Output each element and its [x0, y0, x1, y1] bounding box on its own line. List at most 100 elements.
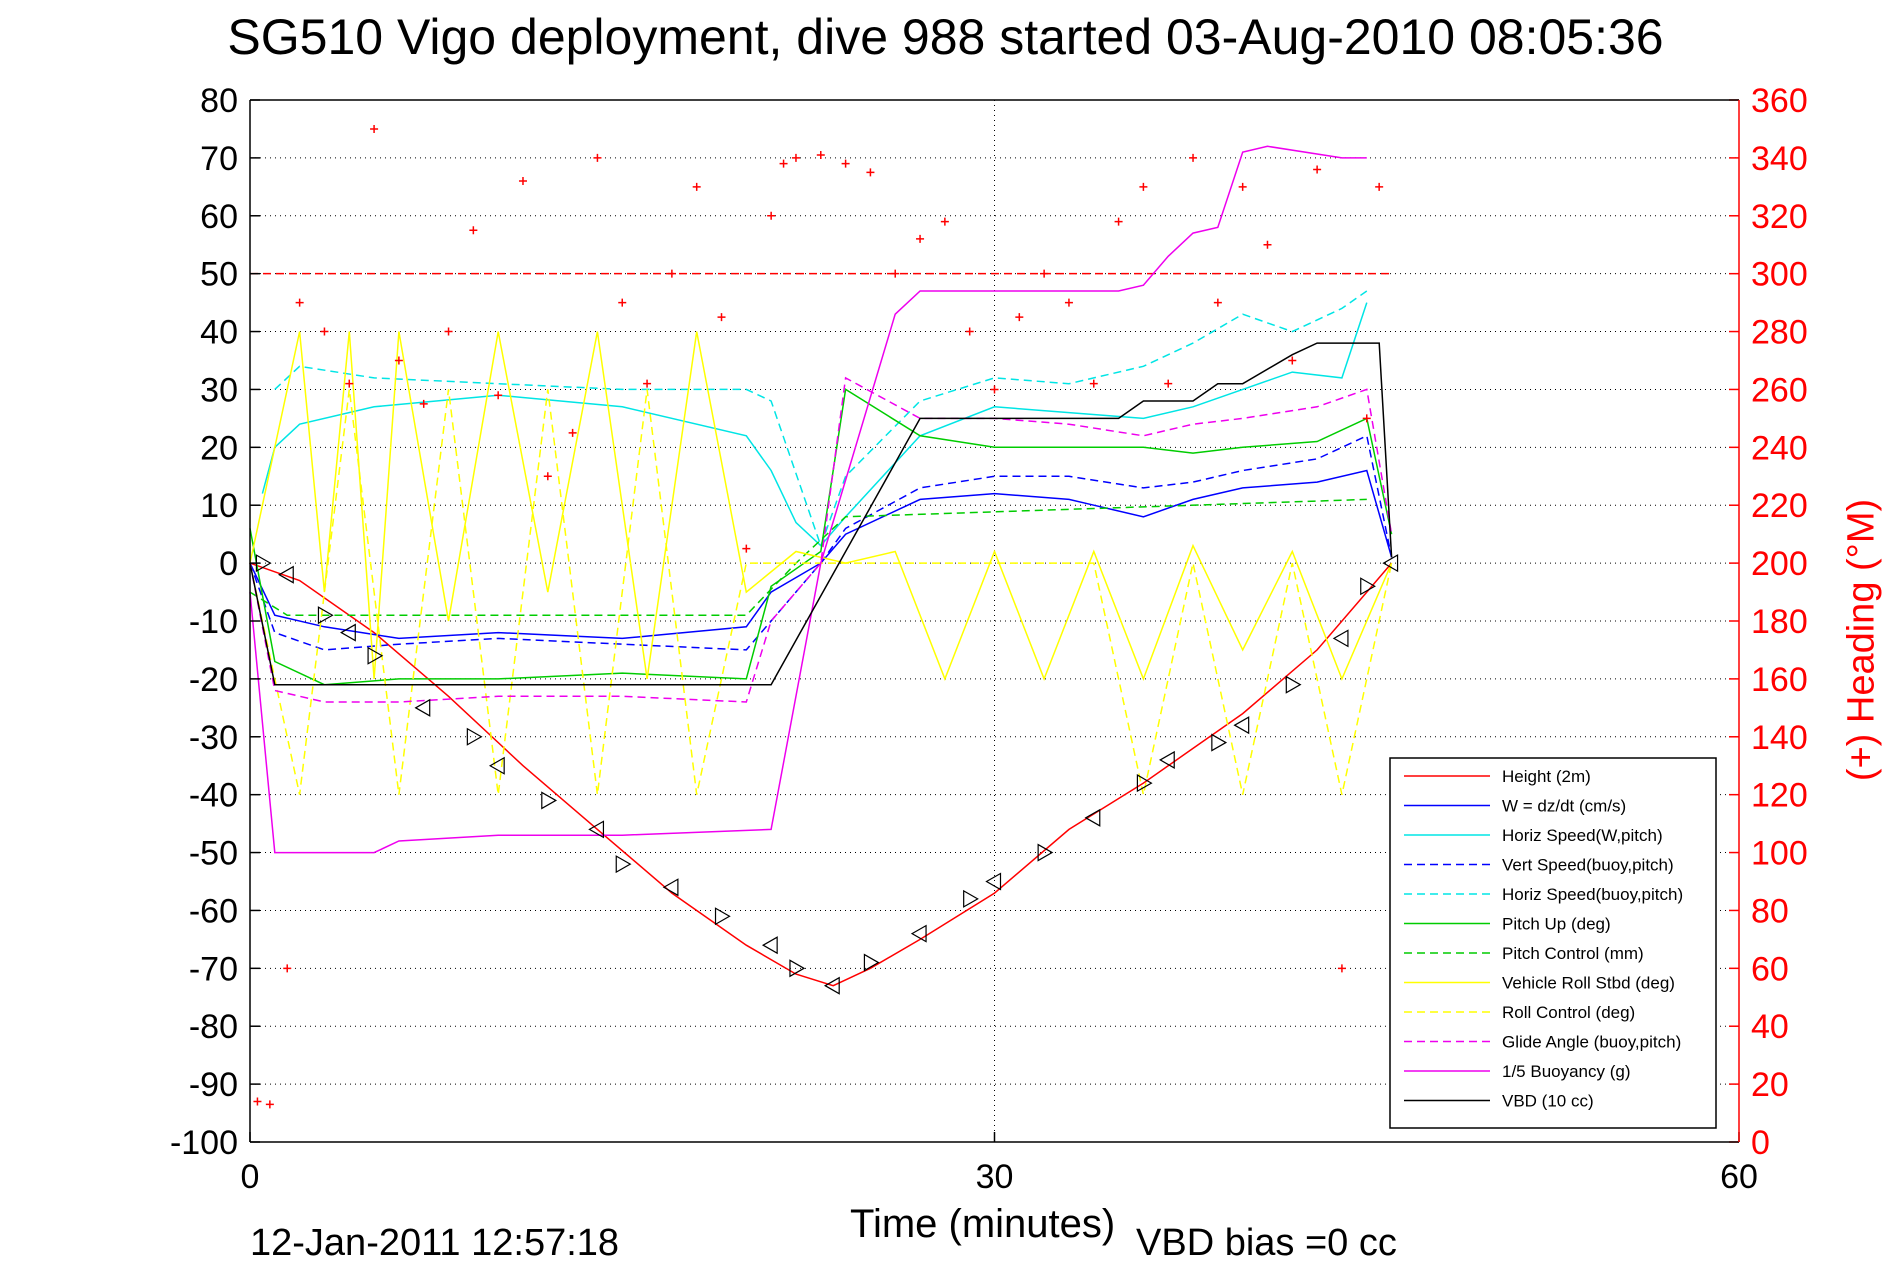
- triangle-marker: [1136, 774, 1153, 793]
- series-line-11: [249, 342, 1393, 686]
- triangle-marker: [963, 889, 979, 908]
- y-tick-label: -10: [189, 603, 238, 641]
- y2-tick-label: 120: [1751, 777, 1808, 815]
- y2-tick-label: 40: [1751, 1008, 1789, 1046]
- y2-tick-label: 360: [1751, 82, 1808, 120]
- heading-point: [444, 327, 453, 336]
- heading-point: [320, 327, 329, 336]
- series-line-2: [261, 302, 1368, 547]
- heading-points: [253, 124, 1384, 1109]
- heading-point: [295, 298, 304, 307]
- triangle-marker: [1360, 577, 1376, 596]
- heading-point: [1238, 182, 1247, 191]
- series-line-0: [249, 562, 1393, 987]
- heading-point: [253, 1097, 262, 1106]
- y2-tick-label: 160: [1751, 661, 1808, 699]
- y-tick-label: -90: [189, 1066, 238, 1104]
- y2-tick-label: 20: [1751, 1066, 1789, 1104]
- triangle-marker: [1332, 629, 1349, 648]
- x-tick-label: 60: [1720, 1158, 1758, 1196]
- legend-label: Horiz Speed(buoy,pitch): [1502, 885, 1683, 904]
- y2-tick-label: 0: [1751, 1124, 1770, 1162]
- heading-point: [1015, 313, 1024, 322]
- triangle-marker: [466, 727, 483, 746]
- y-tick-label: -20: [189, 661, 238, 699]
- heading-point: [643, 379, 652, 388]
- series-line-5: [249, 388, 1393, 686]
- triangle-marker: [588, 820, 605, 839]
- heading-point: [667, 269, 676, 278]
- y-tick-label: 0: [219, 545, 238, 583]
- legend-label: Roll Control (deg): [1502, 1003, 1635, 1022]
- y2-tick-label: 300: [1751, 256, 1808, 294]
- heading-point: [1337, 964, 1346, 973]
- y2-tick-label: 100: [1751, 835, 1808, 873]
- y2-tick-label: 60: [1751, 950, 1789, 988]
- heading-point: [841, 159, 850, 168]
- triangle-marker: [1211, 733, 1228, 752]
- heading-point: [990, 385, 999, 394]
- y2-tick-label: 220: [1751, 487, 1808, 525]
- heading-point: [779, 159, 788, 168]
- triangle-marker: [367, 646, 384, 665]
- heading-point: [1213, 298, 1222, 307]
- heading-point: [1375, 182, 1384, 191]
- legend-label: Height (2m): [1502, 767, 1591, 786]
- heading-point: [568, 428, 577, 437]
- heading-point: [494, 391, 503, 400]
- heading-point: [1189, 153, 1198, 162]
- triangle-marker: [1159, 750, 1175, 769]
- y-tick-label: -60: [189, 892, 238, 930]
- legend-label: Pitch Up (deg): [1502, 915, 1611, 934]
- y2-tick-label: 320: [1751, 198, 1808, 236]
- heading-point: [419, 399, 428, 408]
- y-tick-label: -80: [189, 1008, 238, 1046]
- heading-point: [717, 313, 726, 322]
- heading-point: [543, 472, 552, 481]
- y2-tick-label: 180: [1751, 603, 1808, 641]
- series-line-6: [249, 498, 1367, 616]
- y2-tick-label: 280: [1751, 314, 1808, 352]
- heading-point: [283, 964, 292, 973]
- heading-point: [1139, 182, 1148, 191]
- heading-point: [767, 211, 776, 220]
- legend-label: Glide Angle (buoy,pitch): [1502, 1033, 1681, 1052]
- y2-tick-label: 240: [1751, 429, 1808, 467]
- y-tick-label: 20: [200, 429, 238, 467]
- x-tick-label: 0: [241, 1158, 260, 1196]
- heading-point: [891, 269, 900, 278]
- y2-tick-label: 340: [1751, 140, 1808, 178]
- legend-label: 1/5 Buoyancy (g): [1502, 1062, 1631, 1081]
- triangle-marker: [1084, 808, 1101, 827]
- y-tick-label: -70: [189, 950, 238, 988]
- heading-point: [1040, 269, 1049, 278]
- triangle-markers: [255, 554, 1399, 995]
- triangle-marker: [1382, 554, 1399, 573]
- legend-label: Horiz Speed(W,pitch): [1502, 826, 1663, 845]
- heading-point: [1362, 414, 1371, 423]
- y-tick-label: 80: [200, 82, 238, 120]
- y-tick-label: -40: [189, 777, 238, 815]
- legend-label: W = dz/dt (cm/s): [1502, 797, 1626, 816]
- triangle-marker: [910, 924, 927, 943]
- heading-point: [1164, 379, 1173, 388]
- x-axis-label: Time (minutes): [850, 1202, 1116, 1246]
- chart-title: SG510 Vigo deployment, dive 988 started …: [227, 9, 1664, 65]
- triangle-marker: [761, 936, 778, 955]
- triangle-marker: [714, 907, 731, 926]
- triangle-marker: [414, 698, 431, 717]
- y-tick-label: 40: [200, 314, 238, 352]
- legend-label: Vehicle Roll Stbd (deg): [1502, 974, 1675, 993]
- heading-point: [370, 124, 379, 133]
- vbd-bias: VBD bias =0 cc: [1136, 1222, 1397, 1264]
- series-line-4: [274, 290, 1368, 548]
- plot-area: [249, 145, 1393, 987]
- heading-point: [265, 1100, 274, 1109]
- y2-tick-label: 80: [1751, 892, 1789, 930]
- legend: Height (2m) W = dz/dt (cm/s) Horiz Speed(W…: [1389, 757, 1717, 1129]
- heading-point: [1064, 298, 1073, 307]
- y2-tick-label: 260: [1751, 371, 1808, 409]
- heading-point: [916, 234, 925, 243]
- triangle-marker: [1233, 716, 1250, 735]
